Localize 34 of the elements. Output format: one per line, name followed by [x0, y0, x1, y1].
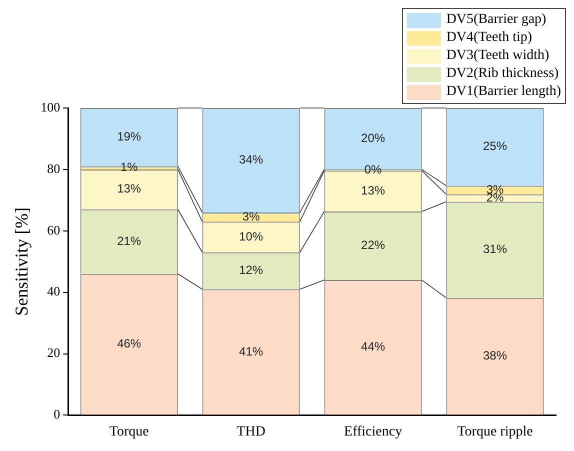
data-label: 46%	[117, 336, 142, 351]
y-axis-title: Sensitivity [%]	[12, 207, 32, 316]
y-tick-label: 80	[47, 160, 60, 176]
data-label: 21%	[117, 234, 142, 248]
x-tick-label: THD	[236, 424, 266, 440]
data-label: 13%	[361, 183, 386, 198]
data-label: 12%	[239, 263, 264, 278]
y-tick-label: 0	[54, 406, 60, 422]
data-label: 19%	[117, 129, 142, 144]
x-tick-label: Torque ripple	[457, 424, 533, 440]
data-label: 31%	[482, 242, 508, 256]
data-label: 10%	[239, 229, 264, 244]
data-label: 20%	[361, 131, 386, 146]
x-tick-label: Efficiency	[344, 424, 402, 440]
data-label: 41%	[239, 344, 264, 358]
data-label: 38%	[482, 348, 508, 363]
legend-label: DV3(Teeth width)	[446, 48, 550, 64]
data-label: 3%	[242, 209, 260, 224]
legend-label: DV5(Barrier gap)	[446, 12, 546, 28]
x-tick-label: Torque	[109, 424, 149, 440]
data-label: 13%	[117, 182, 142, 196]
y-tick-label: 100	[40, 99, 60, 114]
y-tick-label: 60	[47, 222, 60, 238]
legend-label: DV4(Teeth tip)	[446, 30, 532, 46]
data-label: 34%	[239, 152, 264, 167]
data-label: 22%	[361, 238, 386, 252]
data-label: 0%	[364, 162, 382, 176]
y-tick-label: 40	[47, 284, 60, 299]
data-label: 1%	[120, 160, 138, 174]
y-tick-label: 20	[47, 345, 60, 360]
data-label: 44%	[361, 340, 386, 354]
data-label: 25%	[482, 139, 508, 154]
legend-label: DV1(Barrier length)	[446, 84, 561, 100]
legend-label: DV2(Rib thickness)	[446, 66, 559, 82]
